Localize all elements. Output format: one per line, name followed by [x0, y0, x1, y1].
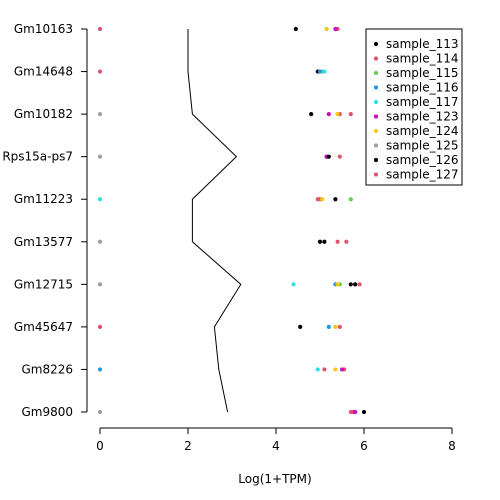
data-point	[337, 154, 342, 159]
data-point	[97, 409, 103, 415]
legend-marker	[373, 56, 379, 61]
x-tick-label: 6	[360, 439, 368, 453]
legend-marker	[373, 70, 379, 76]
data-point	[97, 26, 103, 32]
x-tick-label: 0	[96, 439, 104, 453]
legend-marker	[373, 172, 379, 177]
data-point	[97, 367, 103, 372]
data-point	[353, 409, 358, 415]
data-point	[339, 367, 345, 372]
x-tick-label: 8	[448, 439, 456, 453]
data-point	[326, 154, 331, 159]
legend-marker	[373, 85, 379, 90]
data-point	[335, 282, 340, 287]
legend-box	[365, 28, 463, 186]
data-point	[298, 324, 303, 329]
data-point	[335, 112, 340, 117]
legend-label: sample_126	[386, 153, 459, 167]
data-points	[97, 26, 367, 415]
median-polyline	[187, 29, 242, 413]
data-point	[353, 282, 358, 287]
data-point	[317, 239, 323, 244]
data-point	[315, 197, 320, 202]
data-point	[324, 26, 329, 32]
data-point	[317, 69, 323, 74]
data-point	[97, 239, 103, 244]
data-point	[333, 367, 338, 372]
legend-label: sample_114	[386, 52, 459, 66]
legend-label: sample_125	[386, 139, 459, 153]
x-tick-label: 4	[272, 439, 280, 453]
legend-marker	[373, 157, 379, 163]
data-point	[344, 239, 349, 244]
data-point	[97, 197, 103, 202]
data-point	[97, 69, 103, 74]
data-point	[335, 239, 340, 244]
data-point	[348, 409, 353, 415]
y-tick-label: Gm8226	[21, 362, 73, 376]
data-point	[326, 112, 331, 117]
data-point	[337, 324, 342, 329]
y-tick-label: Gm10182	[14, 107, 73, 121]
data-point	[326, 324, 331, 329]
legend-marker	[373, 128, 379, 134]
data-point	[348, 112, 353, 117]
data-point	[293, 26, 298, 32]
data-point	[333, 26, 338, 32]
y-tick-label: Gm12715	[14, 277, 73, 291]
legend-marker	[373, 114, 379, 119]
data-point	[97, 112, 103, 117]
y-tick-label: Gm11223	[14, 192, 73, 206]
legend-label: sample_123	[386, 110, 459, 124]
data-point	[320, 197, 325, 202]
x-tick-label: 2	[184, 439, 192, 453]
data-point	[348, 282, 353, 287]
data-point	[97, 154, 103, 159]
legend-marker	[373, 99, 379, 105]
y-tick-label: Gm14648	[14, 65, 73, 79]
data-point	[291, 282, 296, 287]
y-tick-label: Gm13577	[14, 235, 73, 249]
data-point	[357, 282, 362, 287]
x-axis: 0 2 4 6 8	[96, 427, 456, 453]
legend-label: sample_113	[386, 37, 459, 51]
legend-label: sample_127	[386, 168, 459, 182]
data-point	[309, 112, 314, 117]
y-axis: Gm10163 Gm14648 Gm10182 Rps15a-ps7 Gm11223 Gm…	[2, 22, 88, 419]
median-line	[187, 29, 242, 413]
legend-marker	[373, 41, 379, 47]
data-point	[322, 367, 327, 372]
data-point	[333, 197, 338, 202]
data-point	[322, 69, 327, 74]
legend: sample_113sample_114sample_115sample_116…	[365, 28, 463, 186]
legend-label: sample_116	[386, 81, 459, 95]
y-tick-label: Rps15a-ps7	[2, 150, 73, 164]
data-point	[361, 409, 367, 415]
y-tick-label: Gm45647	[14, 320, 73, 334]
y-tick-label: Gm10163	[14, 22, 73, 36]
x-axis-title: Log(1+TPM)	[238, 472, 311, 486]
legend-label: sample_115	[386, 66, 459, 80]
data-point	[97, 324, 103, 329]
legend-label: sample_124	[386, 124, 459, 138]
legend-label: sample_117	[386, 95, 459, 109]
data-point	[348, 197, 353, 202]
data-point	[97, 282, 103, 287]
y-tick-label: Gm9800	[21, 405, 73, 419]
data-point	[322, 239, 327, 244]
legend-marker	[373, 143, 379, 148]
data-point	[333, 324, 338, 329]
data-point	[315, 367, 320, 372]
